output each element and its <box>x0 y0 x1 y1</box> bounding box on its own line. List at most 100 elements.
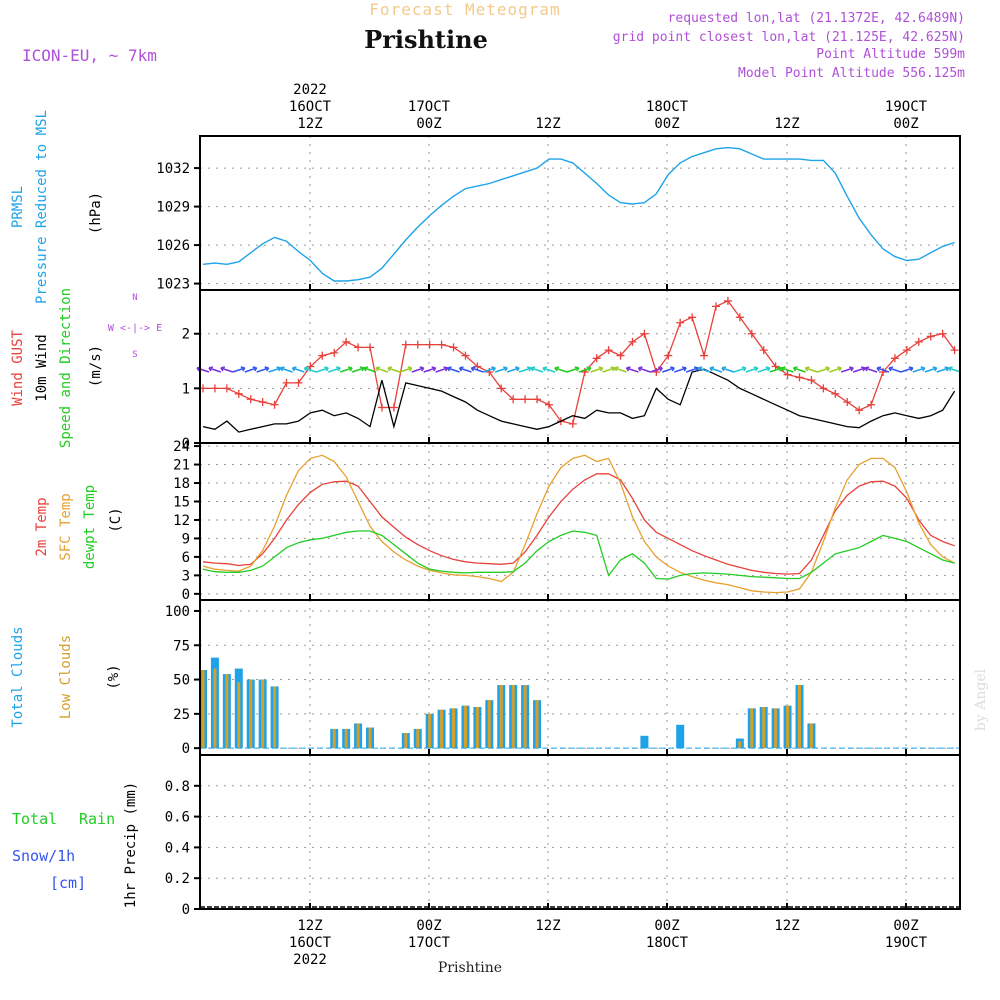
wind-gust-marker <box>449 343 458 352</box>
bottom-axis-label: 17OCT <box>408 935 451 951</box>
point-altitude: Point Altitude 599m <box>816 47 965 62</box>
wind-direction-arrow <box>733 366 747 373</box>
wind-gust-marker <box>234 389 243 398</box>
bottom-axis-label: 12Z <box>774 918 799 934</box>
y-tick-label: 1032 <box>156 161 190 177</box>
bottom-axis-label: 00Z <box>654 918 679 934</box>
top-axis-label: 12Z <box>774 116 799 132</box>
wind-gust-marker <box>222 384 231 393</box>
wind-direction-arrow <box>542 366 556 373</box>
low-cloud-bar <box>523 685 527 749</box>
wind-gust-marker <box>461 351 470 360</box>
y-tick-label: 2 <box>182 327 190 343</box>
wind-direction-arrow <box>279 366 293 373</box>
wind-direction-arrow <box>506 366 520 373</box>
location-title: Prishtine <box>364 25 488 54</box>
wind-gust-marker <box>258 398 267 407</box>
wind-gust-marker <box>747 329 756 338</box>
grid-point-coords: grid point closest lon,lat (21.125E, 42.… <box>613 30 965 45</box>
low-cloud-bar <box>499 685 503 749</box>
model-label: ICON-EU, ~ 7km <box>22 46 157 65</box>
temp-unit: (C) <box>108 507 124 532</box>
low-cloud-bar <box>535 700 539 749</box>
series-line-10m-wind <box>202 368 956 433</box>
wind-gust-marker <box>795 373 804 382</box>
y-tick-label: 100 <box>165 604 190 620</box>
top-axis-label: 17OCT <box>408 99 451 115</box>
wind-direction-arrow <box>339 366 353 373</box>
low-cloud-bar <box>798 685 801 749</box>
y-tick-label: 1026 <box>156 238 190 254</box>
wind-direction-arrow <box>804 366 818 373</box>
wind-direction-arrow <box>232 366 246 373</box>
rain-label-b: Rain <box>79 810 115 828</box>
grid-layer <box>200 136 960 910</box>
low-cloud-bar <box>809 723 813 749</box>
wind-gust-marker <box>902 346 911 355</box>
bottom-location: Prishtine <box>438 960 502 976</box>
axes-layer: 1023102610291032012036912151821240255075… <box>156 82 961 968</box>
y-tick-label: 0 <box>182 741 190 757</box>
t2m-label: 2m Temp <box>34 497 50 556</box>
wind-direction-arrow <box>745 366 759 373</box>
wind-gust-marker <box>890 354 899 363</box>
wind-direction-arrow <box>650 366 663 373</box>
rain-label-a: Total <box>12 810 57 828</box>
wind-gust-marker <box>843 398 852 407</box>
y-tick-label: 25 <box>173 707 190 723</box>
wind-direction-arrow <box>495 366 508 373</box>
wind-labels: Wind GUST 10m Wind Speed and Direction (… <box>10 288 162 448</box>
wind-direction-arrow <box>817 366 830 373</box>
total-cloud-bar <box>640 735 649 749</box>
bottom-axis-label: 18OCT <box>646 935 689 951</box>
bottom-axis-label: 00Z <box>893 918 918 934</box>
wind-direction-arrow <box>518 366 532 373</box>
wind-direction-arrow <box>291 366 305 373</box>
wind-direction-arrow <box>327 366 341 373</box>
low-cloud-bar <box>213 668 217 749</box>
wind-direction-arrow <box>578 366 592 373</box>
bottom-axis-label: 2022 <box>293 952 327 968</box>
speed-dir-label: Speed and Direction <box>58 288 74 448</box>
wind-gust-marker <box>568 419 577 428</box>
wind-direction-arrow <box>792 366 806 373</box>
low-cloud-bar <box>475 706 479 749</box>
compass-n: N <box>132 293 137 303</box>
wind-gust-marker <box>533 395 542 404</box>
low-cloud-bar <box>332 728 336 749</box>
wind-direction-arrow <box>709 366 723 373</box>
wind-direction-arrow <box>625 366 639 373</box>
snow-unit: [cm] <box>50 874 86 892</box>
wind-gust-marker <box>342 337 351 346</box>
wind-gust-marker <box>676 318 685 327</box>
wind-direction-arrow <box>554 366 568 373</box>
wind-direction-arrow <box>602 366 616 373</box>
wind-direction-arrow <box>483 366 496 373</box>
wind-direction-arrow <box>458 366 472 373</box>
top-axis-label: 00Z <box>416 116 441 132</box>
wind-direction-arrow <box>590 366 604 373</box>
panel-frame <box>199 135 961 291</box>
wind-direction-arrow <box>196 366 210 373</box>
top-axis-label: 12Z <box>535 116 560 132</box>
wind-direction-arrow <box>530 366 544 373</box>
wind-direction-arrow <box>864 366 878 373</box>
top-axis-label: 2022 <box>293 82 327 98</box>
wind-direction-arrow <box>924 366 938 373</box>
wind-gust-marker <box>688 313 697 322</box>
wind-direction-arrow <box>936 366 950 373</box>
wind-gust-marker <box>735 313 744 322</box>
compass-s: S <box>132 350 137 360</box>
wind-direction-arrow <box>363 366 377 373</box>
y-tick-label: 0.4 <box>165 840 190 856</box>
wind-direction-arrow <box>637 366 651 373</box>
wind-direction-arrow <box>303 366 317 373</box>
top-axis-label: 00Z <box>654 116 679 132</box>
y-tick-label: 0 <box>182 587 190 603</box>
wind-gust-marker <box>711 302 720 311</box>
y-tick-label: 12 <box>173 513 190 529</box>
wind-gust-marker <box>616 351 625 360</box>
y-tick-label: 75 <box>173 638 190 654</box>
low-cloud-bar <box>237 682 241 749</box>
